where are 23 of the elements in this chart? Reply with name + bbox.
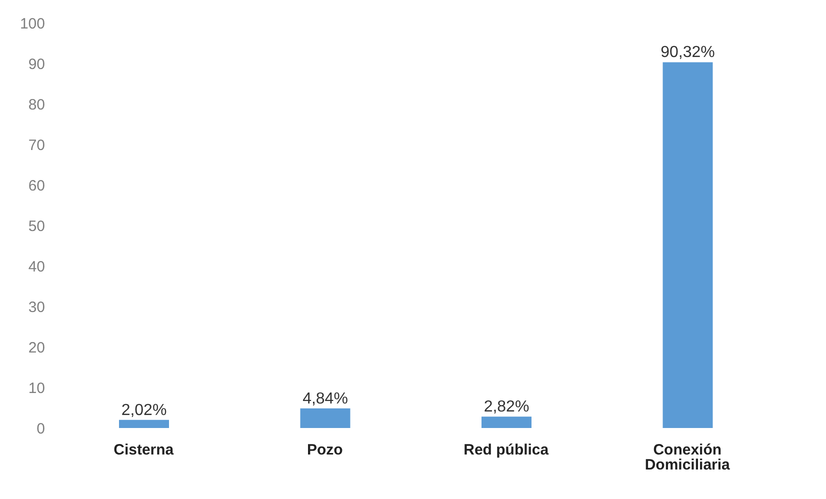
data-label: 2,02% — [121, 402, 167, 419]
x-tick-label: Conexión Domiciliaria — [644, 442, 731, 474]
y-tick-label: 70 — [28, 136, 45, 154]
bar — [300, 408, 350, 428]
y-tick-label: 40 — [28, 258, 45, 276]
y-tick-label: 30 — [28, 298, 45, 316]
y-tick-label: 100 — [20, 15, 45, 32]
y-tick-label: 0 — [36, 420, 45, 438]
x-tick-label: Red pública — [464, 442, 550, 459]
x-tick-label: Pozo — [306, 442, 343, 459]
y-tick-label: 60 — [28, 177, 45, 194]
y-tick-label: 90 — [28, 56, 45, 73]
bar — [119, 420, 169, 428]
x-tick-label: Cisterna — [114, 442, 174, 459]
bar — [482, 416, 532, 428]
data-label: 4,84% — [302, 390, 348, 408]
y-tick-label: 10 — [28, 380, 45, 397]
y-tick-label: 50 — [28, 218, 45, 235]
data-label: 2,82% — [484, 398, 530, 416]
data-label: 90,32% — [660, 44, 715, 62]
y-tick-label: 80 — [28, 96, 45, 114]
bar — [662, 62, 713, 428]
y-tick-label: 20 — [28, 339, 45, 356]
